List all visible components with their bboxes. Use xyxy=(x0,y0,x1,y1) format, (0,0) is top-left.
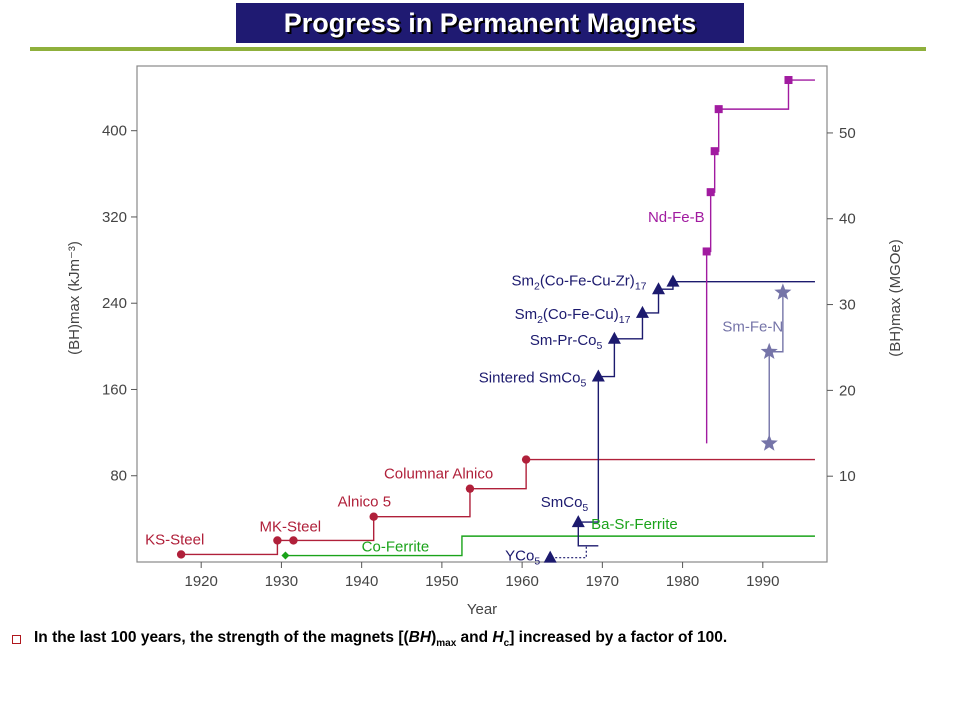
bullet-square-icon xyxy=(12,635,21,644)
footnote-and: and xyxy=(456,629,493,646)
smco-point-4 xyxy=(652,282,666,295)
ferrite-label-0: Co-Ferrite xyxy=(362,539,430,556)
footnote-text: In the last 100 years, the strength of t… xyxy=(34,629,728,650)
smco-label-3: Sm2(Co-Fe-Cu)17 xyxy=(515,306,631,326)
steel-point-2 xyxy=(289,536,298,545)
smco-point-2 xyxy=(607,331,621,344)
footnote: In the last 100 years, the strength of t… xyxy=(12,629,952,653)
y-axis-label-right: (BH)max (MGOe) xyxy=(887,239,904,357)
footnote-part1: In the last 100 years, the strength of t… xyxy=(34,629,409,646)
steel-label-1: MK-Steel xyxy=(259,518,321,535)
steel-point-4 xyxy=(465,484,475,493)
steel-point-3 xyxy=(369,512,378,521)
footnote-part2: ] increased by a factor of 100. xyxy=(509,629,728,646)
x-tick-label-1930: 1930 xyxy=(265,573,298,590)
ndfeb-point-0 xyxy=(702,247,711,256)
x-tick-label-1940: 1940 xyxy=(345,573,378,590)
ndfeb-label-0: Nd-Fe-B xyxy=(648,209,705,226)
y-left-tick-label-320: 320 xyxy=(102,209,127,226)
smco-label-4: Sm2(Co-Fe-Cu-Zr)17 xyxy=(511,273,646,293)
y-right-tick-label-50: 50 xyxy=(839,125,856,142)
x-tick-label-1920: 1920 xyxy=(184,573,217,590)
footnote-c: c xyxy=(503,638,510,650)
plot-frame xyxy=(136,65,828,563)
footnote-h: H xyxy=(492,629,504,646)
x-tick-label-1980: 1980 xyxy=(666,573,699,590)
series-ferrite-line xyxy=(285,535,815,557)
y-left-tick-label-240: 240 xyxy=(102,295,127,312)
footnote-max: max xyxy=(436,638,457,650)
smfen-point-2 xyxy=(774,283,792,300)
magnet-progress-chart: 1920 1930 1940 1950 1960 1970 1980 1990 80 160 240… xyxy=(66,65,904,618)
steel-label-3: Columnar Alnico xyxy=(384,466,493,483)
slide-title: Progress in Permanent Magnets xyxy=(236,3,744,43)
smfen-point-0 xyxy=(760,434,778,451)
y-right-tick-label-40: 40 xyxy=(839,211,856,228)
smco-point-3 xyxy=(635,305,649,318)
yco-point-0 xyxy=(543,550,557,563)
smfen-point-1 xyxy=(760,342,778,359)
y-left-tick-label-160: 160 xyxy=(102,381,127,398)
y-right-tick-label-20: 20 xyxy=(839,382,856,399)
yco-label-0: YCo5 xyxy=(505,548,540,568)
smco-label-2: Sm-Pr-Co5 xyxy=(530,332,603,352)
x-tick-label-1950: 1950 xyxy=(425,573,458,590)
footnote-bh: BH xyxy=(408,629,432,646)
x-axis-label: Year xyxy=(467,601,497,618)
smfen-label-0: Sm-Fe-N xyxy=(722,319,783,336)
y-left-tick-label-400: 400 xyxy=(102,123,127,140)
ndfeb-point-2 xyxy=(710,147,719,156)
y-right-tick-label-30: 30 xyxy=(839,297,856,314)
smco-point-1 xyxy=(591,369,605,382)
x-tick-label-1960: 1960 xyxy=(505,573,538,590)
y-axis-label-left: (BH)max (kJm⁻³) xyxy=(66,241,83,355)
smco-point-0 xyxy=(571,515,585,528)
x-tick-label-1970: 1970 xyxy=(586,573,619,590)
y-right-tick-label-10: 10 xyxy=(839,468,856,485)
steel-label-0: KS-Steel xyxy=(145,531,204,548)
ndfeb-point-3 xyxy=(714,105,723,114)
ndfeb-point-1 xyxy=(706,188,715,197)
steel-point-5 xyxy=(521,455,531,464)
smco-label-1: Sintered SmCo5 xyxy=(479,370,587,390)
ferrite-label-1: Ba-Sr-Ferrite xyxy=(591,516,678,533)
title-divider xyxy=(30,47,926,51)
smco-label-0: SmCo5 xyxy=(541,494,589,514)
steel-point-0 xyxy=(176,550,186,559)
ndfeb-point-4 xyxy=(784,76,793,85)
ferrite-point-0 xyxy=(281,551,290,560)
x-tick-label-1990: 1990 xyxy=(746,573,779,590)
smco-point-5 xyxy=(666,274,680,287)
steel-point-1 xyxy=(273,536,282,545)
steel-label-2: Alnico 5 xyxy=(338,494,391,511)
y-left-tick-label-80: 80 xyxy=(110,468,127,485)
